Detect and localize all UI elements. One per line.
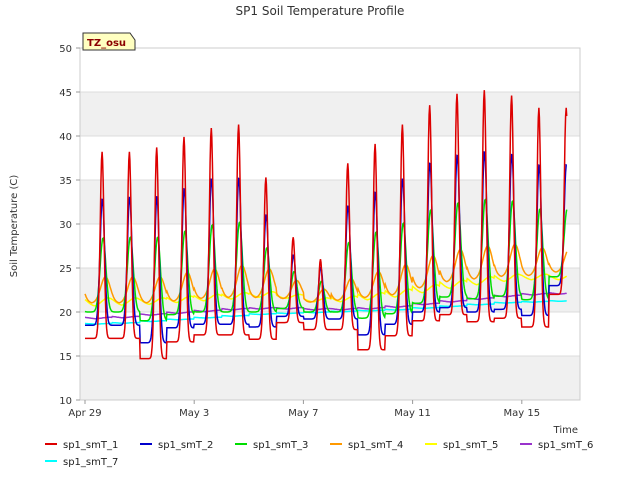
series-lines	[84, 90, 568, 360]
site-badge-box	[82, 32, 136, 51]
x-axis-ticks: Apr 29 May 3 May 7 May 11 May 15	[68, 400, 540, 419]
legend-label-sp1_smT_7: sp1_smT_7	[63, 457, 118, 468]
y-tick-label: 40	[59, 132, 72, 143]
x-tick-label: May 15	[504, 408, 541, 419]
legend-label-sp1_smT_5: sp1_smT_5	[443, 440, 498, 451]
y-tick-label: 35	[59, 176, 72, 187]
y-tick-label: 10	[59, 396, 72, 407]
series-line-sp1_smT_6	[85, 292, 567, 320]
y-tick-label: 45	[59, 88, 72, 99]
legend-label-sp1_smT_3: sp1_smT_3	[253, 440, 308, 451]
x-tick-label: May 3	[179, 408, 209, 419]
chart-title: SP1 Soil Temperature Profile	[236, 4, 405, 18]
x-axis-label: Time	[553, 425, 578, 436]
legend-label-sp1_smT_6: sp1_smT_6	[538, 440, 593, 451]
legend: sp1_smT_1 sp1_smT_2 sp1_smT_3 sp1_smT_4 sp1_…	[45, 440, 593, 468]
y-tick-label: 25	[59, 264, 72, 275]
x-tick-label: May 11	[394, 408, 431, 419]
x-tick-label: May 7	[288, 408, 318, 419]
legend-label-sp1_smT_2: sp1_smT_2	[158, 440, 213, 451]
x-tick-label: Apr 29	[68, 408, 101, 419]
y-tick-label: 15	[59, 352, 72, 363]
series-line-sp1_smT_1	[85, 90, 568, 360]
y-axis-label: Soil Temperature (C)	[9, 175, 20, 278]
y-tick-label: 20	[59, 308, 72, 319]
legend-label-sp1_smT_1: sp1_smT_1	[63, 440, 118, 451]
y-tick-label: 30	[59, 220, 72, 231]
y-tick-label: 50	[59, 44, 72, 55]
grid-band	[80, 180, 580, 224]
grid-band	[80, 356, 580, 400]
site-badge-label: TZ_osu	[87, 38, 126, 49]
grid-band	[80, 92, 580, 136]
site-badge: TZ_osu	[82, 32, 136, 51]
y-axis-ticks: 10 15 20 25 30 35 40 45 50	[59, 44, 80, 407]
legend-label-sp1_smT_4: sp1_smT_4	[348, 440, 403, 451]
